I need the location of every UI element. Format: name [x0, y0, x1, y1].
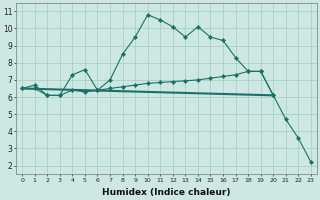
X-axis label: Humidex (Indice chaleur): Humidex (Indice chaleur) [102, 188, 231, 197]
